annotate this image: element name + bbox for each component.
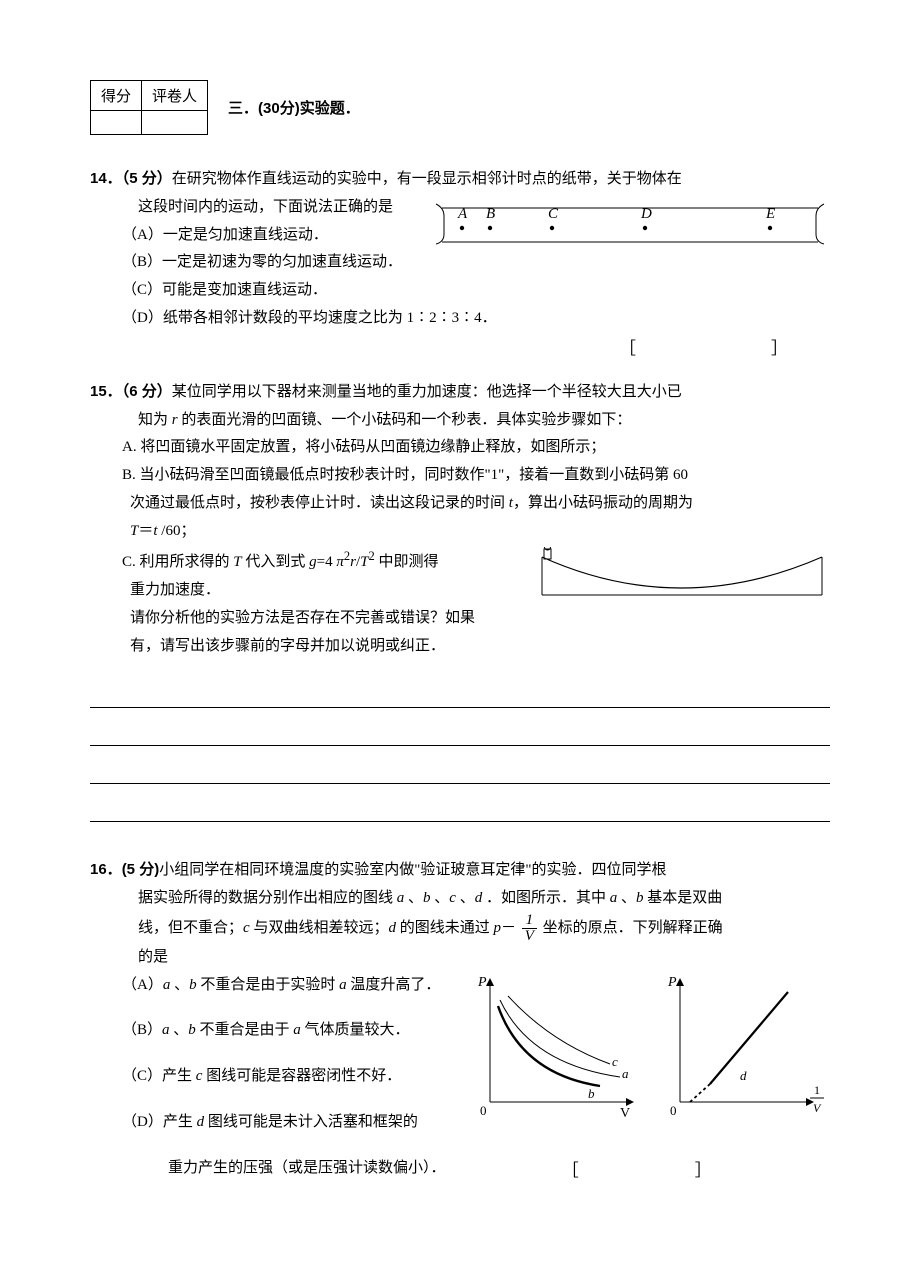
svg-text:B: B [486,206,495,222]
section-title: 三．(30分)实验题． [228,97,360,118]
question-15: 15．（6 分）某位同学用以下器材来测量当地的重力加速度：他选择一个半径较大且大… [90,378,830,843]
question-14: 14．（5 分）在研究物体作直线运动的实验中，有一段显示相邻计时点的纸带，关于物… [90,165,830,364]
q15-stem-line1: 某位同学用以下器材来测量当地的重力加速度：他选择一个半径较大且大小已 [172,384,682,400]
q14-stem-line1: 在研究物体作直线运动的实验中，有一段显示相邻计时点的纸带，关于物体在 [172,171,682,187]
q15-step-b-line3: T＝t /60； [90,518,830,546]
q16-stem-line1: 小组同学在相同环境温度的实验室内做"验证玻意耳定律"的实验．四位同学根 [159,862,666,878]
svg-text:1: 1 [814,1083,820,1097]
score-header-cell: 得分 [91,81,142,111]
svg-text:V: V [620,1106,630,1121]
tape-strip-figure: A B C D E [430,196,830,246]
score-grader-table: 得分 评卷人 [90,80,208,135]
svg-text:V: V [813,1101,822,1115]
score-value-cell [91,111,142,135]
svg-text:E: E [765,206,775,222]
svg-text:P: P [667,975,677,990]
q16-number: 16． [90,861,122,878]
q16-stem-line4: 的是 [90,944,830,972]
q14-option-b: （B）一定是初速为零的匀加速直线运动． [90,249,830,277]
q14-option-c: （C）可能是变加速直线运动． [90,277,830,305]
q16-stem-line2: 据实验所得的数据分别作出相应的图线 a 、b 、c 、d ．如图所示．其中 a … [90,885,830,913]
q16-answer-bracket: ［ ］ [446,1155,830,1186]
q15-number: 15． [90,383,122,400]
q15-step-b-line2: 次通过最低点时，按秒表停止计时．读出这段记录的时间 t，算出小砝码振动的周期为 [90,490,830,518]
svg-text:C: C [548,206,559,222]
q14-points: （5 分） [122,170,172,187]
q15-points: （6 分） [122,383,172,400]
q14-answer-bracket: ［ ］ [90,333,830,364]
blank-line [90,708,830,746]
svg-text:P: P [477,975,487,990]
q14-option-d: （D）纸带各相邻计数段的平均速度之比为 1∶2∶3∶4． [90,305,830,333]
blank-line [90,670,830,708]
blank-line [90,784,830,822]
q16-points: (5 分) [122,861,160,878]
grader-value-cell [142,111,208,135]
q15-answer-blanks [90,670,830,822]
pv-charts-figure: P V 0 a b c P 0 [460,972,830,1122]
svg-text:0: 0 [480,1103,487,1118]
q15-step-b-line1: B. 当小砝码滑至凹面镜最低点时按秒表计时，同时数作"1"，接着一直数到小砝码第… [90,462,830,490]
q16-stem-line3: 线，但不重合；c 与双曲线相差较远；d 的图线未通过 p－ 1V 坐标的原点．下… [90,913,830,944]
fraction-1-over-V: 1V [522,913,537,944]
svg-text:d: d [740,1068,747,1083]
section-header: 得分 评卷人 三．(30分)实验题． [90,80,830,135]
grader-header-cell: 评卷人 [142,81,208,111]
svg-text:0: 0 [670,1103,677,1118]
concave-mirror-figure [530,547,830,607]
svg-text:b: b [588,1086,595,1101]
q15-step-a: A. 将凹面镜水平固定放置，将小砝码从凹面镜边缘静止释放，如图所示； [90,434,830,462]
q15-ask-line1: 请你分析他的实验方法是否存在不完善或错误？如果 [90,605,830,633]
q16-option-d-line2: 重力产生的压强（或是压强计读数偏小）． [90,1155,446,1186]
question-16: 16．(5 分)小组同学在相同环境温度的实验室内做"验证玻意耳定律"的实验．四位… [90,856,830,1186]
q14-number: 14． [90,170,122,187]
q15-ask-line2: 有，请写出该步骤前的字母并加以说明或纠正． [90,633,830,661]
svg-text:a: a [622,1066,629,1081]
svg-text:D: D [640,206,652,222]
svg-text:c: c [612,1054,618,1069]
q15-stem-line2: 知为 r 的表面光滑的凹面镜、一个小砝码和一个秒表．具体实验步骤如下： [90,407,830,435]
blank-line [90,746,830,784]
svg-text:A: A [457,206,468,222]
